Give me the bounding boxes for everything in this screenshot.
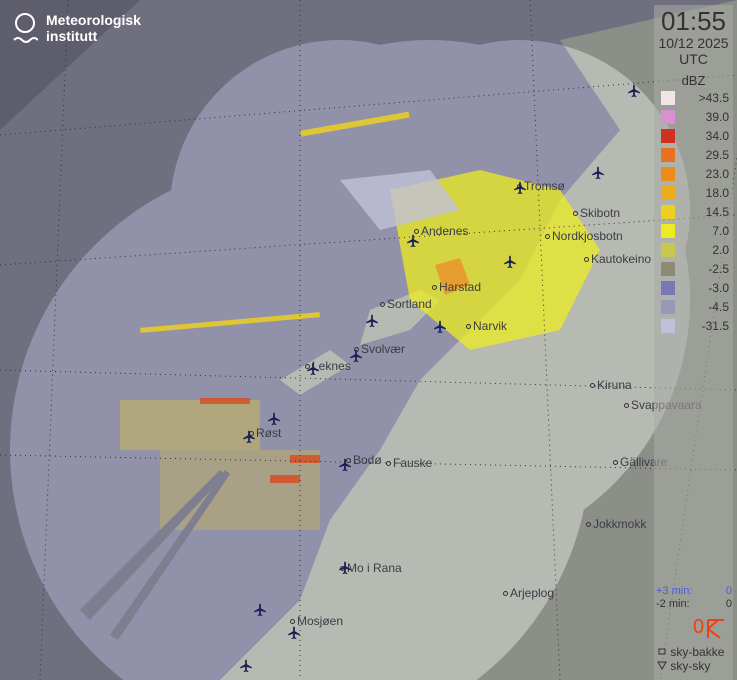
legend-item: 39.0	[661, 107, 733, 126]
airplane-icon[interactable]	[591, 166, 605, 180]
color-swatch	[661, 166, 675, 181]
place-label: Harstad	[432, 280, 481, 294]
color-swatch	[661, 109, 675, 124]
airplane-icon[interactable]	[406, 234, 420, 248]
square-icon	[658, 648, 666, 655]
place-label: Arjeplog	[503, 586, 554, 600]
place-label: Tromsø	[517, 179, 565, 193]
legend-label: -2.5	[708, 261, 729, 276]
logo-mark-icon	[13, 13, 38, 43]
legend-item: 7.0	[661, 221, 733, 240]
legend-panel: 01:55 10/12 2025 UTC dBZ >43.5 39.0 34.0 29…	[654, 5, 733, 680]
time: 01:55	[660, 6, 727, 36]
place-label: Mosjøen	[290, 614, 343, 628]
count-value: 0	[693, 616, 705, 638]
airplane-icon[interactable]	[267, 412, 281, 426]
timezone: UTC	[679, 51, 708, 67]
legend-item: 14.5	[661, 202, 733, 221]
airplane-icon[interactable]	[287, 626, 301, 640]
place-label: Jokkmokk	[586, 517, 646, 531]
airplane-icon[interactable]	[513, 181, 527, 195]
color-swatch	[661, 242, 675, 257]
place-label: Kautokeino	[584, 252, 651, 266]
legend-label: 23.0	[705, 166, 729, 181]
color-swatch	[661, 90, 675, 105]
value: 0	[725, 598, 732, 610]
legend-item: -3.0	[661, 278, 733, 297]
place-label: Andenes	[414, 224, 468, 238]
legend-unit: dBZ	[681, 73, 706, 88]
logo-text-line2: institutt	[46, 28, 98, 44]
airplane-icon[interactable]	[253, 603, 267, 617]
legend-label: -4.5	[708, 299, 729, 314]
place-label: Kiruna	[590, 378, 632, 392]
lightning-plus3: +3 min: 0	[656, 585, 732, 597]
legend-label: 18.0	[705, 185, 729, 200]
value: 0	[725, 585, 732, 597]
airplane-icon[interactable]	[503, 255, 517, 269]
legend-label: >43.5	[698, 90, 729, 105]
legend-item: 29.5	[661, 145, 733, 164]
legend-item: >43.5	[661, 88, 733, 107]
place-label: Leknes	[305, 359, 351, 373]
airplane-icon[interactable]	[306, 362, 320, 376]
color-swatch	[661, 223, 675, 238]
legend-cloud: sky-sky	[657, 659, 710, 673]
airplane-icon[interactable]	[239, 659, 253, 673]
airplane-icon[interactable]	[627, 84, 641, 98]
legend-item: 2.0	[661, 240, 733, 259]
met-logo: Meteorologisk institutt	[12, 12, 141, 48]
airplane-icon[interactable]	[338, 458, 352, 472]
legend-label: 29.5	[705, 147, 729, 162]
legend-label: -31.5	[701, 318, 729, 333]
label: sky-sky	[670, 659, 711, 673]
place-label: Bodø	[346, 453, 382, 467]
legend-item: 23.0	[661, 164, 733, 183]
place-label: Fauske	[386, 456, 432, 470]
color-swatch	[661, 318, 675, 333]
legend-item: -31.5	[661, 316, 733, 335]
label: +3 min:	[656, 585, 693, 597]
legend-item: 34.0	[661, 126, 733, 145]
color-swatch	[661, 204, 675, 219]
airplane-icon[interactable]	[365, 314, 379, 328]
legend-label: 2.0	[712, 242, 729, 257]
airplane-icon[interactable]	[338, 561, 352, 575]
place-label: Skibotn	[573, 206, 620, 220]
lightning-count: 0	[693, 616, 726, 640]
place-label: Svolvær	[354, 342, 405, 356]
place-label: Narvik	[466, 319, 507, 333]
legend-item: -2.5	[661, 259, 733, 278]
color-swatch	[661, 147, 675, 162]
color-swatch	[661, 185, 675, 200]
place-label: Mo i Rana	[340, 561, 402, 575]
triangle-down-icon	[657, 661, 667, 671]
lightning-minus2: -2 min: 0	[656, 598, 732, 610]
place-label: Sortland	[380, 297, 432, 311]
legend-label: -3.0	[708, 280, 729, 295]
airplane-icon[interactable]	[349, 349, 363, 363]
label: -2 min:	[656, 598, 690, 610]
color-swatch	[661, 299, 675, 314]
legend-label: 34.0	[705, 128, 729, 143]
legend-label: 7.0	[712, 223, 729, 238]
lightning-icon	[707, 619, 725, 639]
color-swatch	[661, 128, 675, 143]
logo-text-line1: Meteorologisk	[46, 12, 141, 28]
legend-ground: sky-bakke	[657, 645, 724, 659]
place-label: Røst	[249, 426, 281, 440]
legend-item: -4.5	[661, 297, 733, 316]
place-label: Nordkjosbotn	[545, 229, 623, 243]
color-swatch	[661, 280, 675, 295]
airplane-icon[interactable]	[242, 430, 256, 444]
airplane-icon[interactable]	[433, 320, 447, 334]
legend-item: 18.0	[661, 183, 733, 202]
date: 10/12 2025	[658, 35, 729, 51]
legend-label: 39.0	[705, 109, 729, 124]
legend-label: 14.5	[705, 204, 729, 219]
color-swatch	[661, 261, 675, 276]
label: sky-bakke	[670, 645, 725, 659]
